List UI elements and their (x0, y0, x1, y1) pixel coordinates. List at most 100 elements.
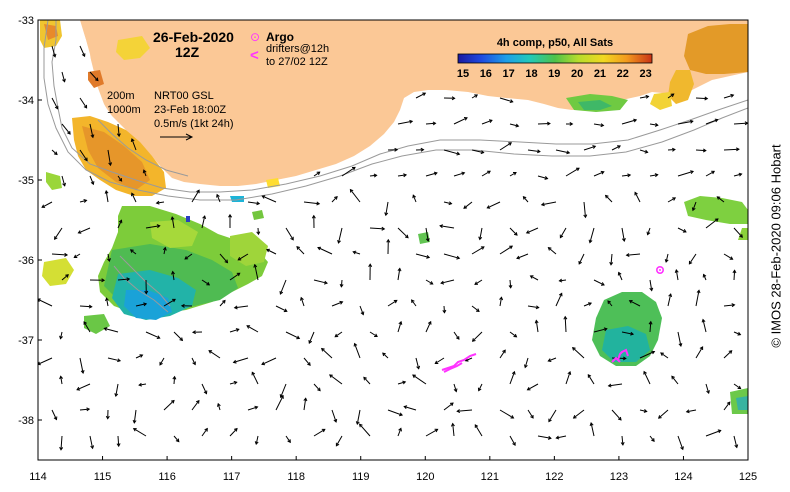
current-vector-head (536, 149, 541, 154)
current-vector (51, 45, 56, 57)
current-vector (530, 275, 539, 281)
current-vector-head (711, 170, 716, 175)
current-vector-head (547, 435, 552, 440)
current-vector (471, 94, 478, 99)
current-vector (440, 225, 455, 229)
current-vector-head (600, 170, 605, 175)
colorbar-tick-label: 20 (571, 68, 583, 80)
current-vector-head (645, 94, 650, 99)
current-vector-head (144, 290, 149, 295)
current-vector-head (316, 171, 321, 176)
current-vector-head (323, 280, 328, 285)
current-vector-head (382, 352, 386, 357)
current-vector-head (513, 232, 518, 236)
current-vector-head (116, 133, 121, 138)
current-vector-head (261, 195, 266, 199)
current-vector (397, 428, 402, 437)
current-vector-head (731, 303, 736, 308)
current-vector (385, 201, 389, 216)
current-vector-head (672, 197, 677, 201)
current-vector-head (253, 263, 258, 268)
current-vector (415, 92, 426, 99)
argo-float-marker (655, 265, 664, 274)
current-vector-head (129, 249, 134, 253)
current-vector (677, 331, 682, 347)
current-vector-head (567, 370, 572, 375)
current-vector-head (654, 122, 659, 127)
current-vector (509, 371, 515, 385)
current-vector (201, 279, 210, 286)
current-vector (296, 246, 305, 255)
current-vector-head (512, 442, 516, 446)
credit-label: © IMOS 28-Feb-2020 09:06 Hobart (766, 8, 786, 484)
current-vector (61, 274, 69, 281)
current-vector (639, 149, 648, 153)
current-vector (583, 201, 586, 218)
current-vector-head (90, 445, 95, 450)
current-vector (262, 195, 277, 203)
current-vector-head (487, 170, 491, 175)
current-vector-head (171, 270, 175, 275)
current-vector (387, 299, 398, 307)
current-vector-head (456, 151, 461, 156)
current-vector (716, 196, 725, 203)
current-vector-head (170, 216, 175, 220)
current-vector-head (175, 438, 180, 443)
current-vector (359, 305, 364, 315)
current-vector (89, 175, 94, 185)
current-vector (163, 400, 175, 411)
current-vector-head (222, 299, 226, 304)
current-vector (443, 149, 460, 155)
current-vector (667, 293, 672, 307)
current-vector-head (737, 385, 742, 390)
current-vector (677, 435, 684, 450)
current-vector (135, 354, 143, 359)
arrow-scale-vector (160, 133, 194, 141)
current-vector-head (159, 361, 163, 366)
current-vector-head (335, 442, 340, 447)
current-vector-head (680, 446, 684, 451)
current-vector-head (607, 300, 611, 305)
current-vector-head (434, 428, 439, 433)
current-vector (353, 251, 361, 255)
current-vector-head (202, 215, 207, 220)
current-vector-head (456, 409, 461, 414)
current-vector-head (349, 188, 354, 193)
current-vector (280, 383, 287, 398)
current-vector-head (104, 190, 109, 194)
current-vector-head (509, 99, 514, 103)
current-vector-head (714, 118, 719, 123)
current-vector-head (53, 416, 58, 421)
current-vector (229, 328, 239, 333)
current-vector (216, 194, 221, 203)
current-vector-head (576, 167, 580, 172)
current-vector-head (664, 259, 669, 263)
current-vector-head (600, 123, 605, 128)
current-vector-head (394, 147, 399, 152)
current-vector-head (702, 273, 707, 278)
current-vector-head (117, 358, 122, 363)
current-vector-head (118, 219, 123, 224)
current-vector-head (76, 386, 81, 391)
current-vector (590, 422, 595, 437)
current-vector (219, 300, 226, 307)
current-vector-head (300, 296, 304, 301)
current-vector (369, 331, 378, 337)
current-vector (303, 398, 307, 411)
current-vector-head (59, 446, 64, 451)
isobath-200-label: 200m (107, 90, 135, 102)
current-vector (51, 97, 59, 110)
current-vector-head (256, 201, 261, 206)
current-vector (626, 253, 641, 256)
current-vector-head (588, 302, 593, 306)
current-vector-head (704, 96, 709, 101)
current-vector (499, 349, 506, 359)
current-vector (172, 271, 175, 281)
current-vector (266, 249, 277, 255)
current-vector-head (41, 204, 46, 208)
current-vector-head (399, 412, 404, 417)
current-vector (61, 71, 66, 82)
current-vector (723, 148, 739, 151)
current-vector (587, 374, 595, 385)
current-vector-head (402, 380, 407, 385)
